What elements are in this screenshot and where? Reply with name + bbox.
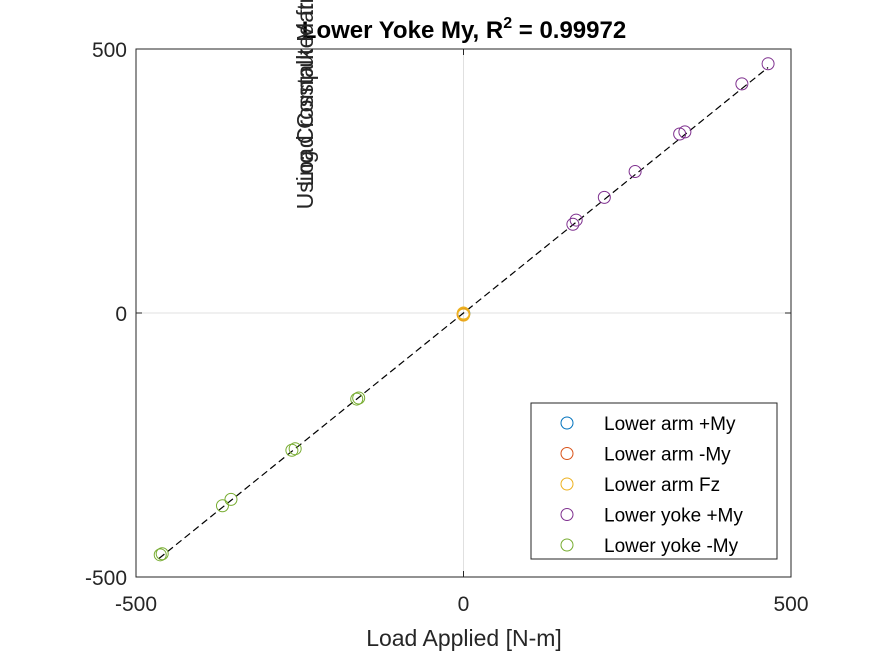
y-tick-label: 0 [115, 303, 127, 326]
chart-title: Lower Yoke My, R2 = 0.99972 [302, 15, 626, 44]
legend-label: Lower arm +My [604, 414, 736, 435]
x-tick-label: 500 [773, 593, 808, 616]
y-tick-label: 500 [92, 39, 127, 62]
y-tick-label: -500 [85, 567, 127, 590]
x-tick-label: 0 [458, 593, 470, 616]
legend-label: Lower arm -My [604, 445, 731, 466]
legend-label: Lower arm Fz [604, 475, 720, 496]
x-tick-label: -500 [115, 593, 157, 616]
chart-title-superscript: 2 [503, 15, 512, 32]
chart-title-main: Lower Yoke My, R [302, 17, 503, 44]
chart-title-suffix: = 0.99972 [512, 17, 626, 44]
x-axis-label: Load Applied [N-m] [366, 625, 562, 651]
legend-label: Lower yoke -My [604, 536, 739, 557]
legend-label: Lower yoke +My [604, 506, 743, 527]
legend: Lower arm +My Lower arm -My Lower arm Fz Lo… [531, 403, 777, 559]
y-axis-label-line-2: Using Crosstalk Matrix [N-m] [292, 0, 318, 209]
